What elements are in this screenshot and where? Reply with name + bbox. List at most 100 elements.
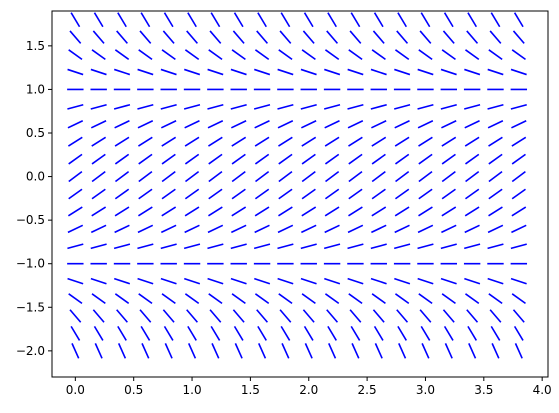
slope-segment-11-4 xyxy=(324,277,341,285)
slope-segment-16-9 xyxy=(441,188,456,200)
slope-segment-8-7 xyxy=(254,224,270,234)
slope-segment-16-1 xyxy=(443,325,454,341)
slope-segment-0-14 xyxy=(67,103,84,110)
slope-segment-3-9 xyxy=(138,188,153,200)
slope-segment-15-18 xyxy=(419,30,432,44)
slope-segment-3-3 xyxy=(138,293,153,304)
slope-segment-5-12 xyxy=(184,136,200,147)
slope-segment-15-16 xyxy=(417,68,434,76)
slope-segment-8-0 xyxy=(257,343,267,359)
slope-segment-7-3 xyxy=(231,293,246,304)
slope-segment-17-18 xyxy=(466,30,479,44)
slope-segment-16-12 xyxy=(441,136,457,147)
slope-segment-1-16 xyxy=(90,68,107,76)
y-axis: 1.5 1.0 0.5 0.0 −0.5 −1.0 −1.5 −2.0 xyxy=(16,39,52,358)
slope-segment-19-6 xyxy=(510,243,527,250)
slope-segment-14-10 xyxy=(395,171,410,183)
slope-segment-9-16 xyxy=(277,68,294,76)
slope-segment-2-3 xyxy=(114,293,130,304)
slope-segment-12-9 xyxy=(348,188,363,200)
slope-segment-3-0 xyxy=(141,343,150,359)
slope-segment-6-11 xyxy=(208,153,223,165)
y-tick-label-6: −1.5 xyxy=(16,300,45,314)
slope-segment-0-10 xyxy=(68,171,83,183)
slope-segment-5-7 xyxy=(184,224,200,234)
slope-segment-3-16 xyxy=(137,68,154,76)
slope-segment-18-2 xyxy=(489,309,502,323)
slope-segment-8-1 xyxy=(257,325,267,341)
slope-segment-1-6 xyxy=(90,243,107,250)
slope-segment-10-10 xyxy=(301,171,316,183)
slope-segment-7-11 xyxy=(231,153,246,165)
slope-segment-13-13 xyxy=(371,120,387,129)
slope-segment-11-3 xyxy=(324,293,340,304)
slope-segment-15-1 xyxy=(420,325,431,341)
slope-segment-5-10 xyxy=(184,171,200,183)
slope-segment-15-2 xyxy=(419,309,432,323)
slope-segment-6-1 xyxy=(210,325,221,341)
slope-segment-10-1 xyxy=(303,325,314,341)
slope-segment-17-10 xyxy=(465,171,480,183)
plot-frame xyxy=(51,10,549,378)
slope-segment-2-1 xyxy=(117,325,127,341)
slope-segment-10-18 xyxy=(302,30,315,44)
slope-segment-14-4 xyxy=(394,277,411,285)
slope-segment-19-8 xyxy=(511,206,527,217)
slope-segment-9-18 xyxy=(279,30,292,44)
slope-segment-15-0 xyxy=(421,343,430,359)
slope-segment-16-0 xyxy=(444,343,453,359)
slope-segment-6-13 xyxy=(207,120,224,129)
slope-segment-14-13 xyxy=(394,120,410,129)
slope-segment-2-14 xyxy=(113,103,131,110)
slope-segment-19-2 xyxy=(512,309,525,323)
slope-segment-19-0 xyxy=(514,343,523,359)
slope-segment-18-8 xyxy=(488,206,503,217)
slope-segment-1-18 xyxy=(92,30,105,44)
slope-segment-7-7 xyxy=(230,224,247,234)
slope-segment-4-4 xyxy=(160,277,177,285)
slope-segment-12-12 xyxy=(348,136,363,147)
slope-segment-10-11 xyxy=(301,153,316,165)
slope-segment-11-14 xyxy=(323,103,341,110)
slope-segment-9-17 xyxy=(278,49,293,60)
slope-segment-12-4 xyxy=(347,277,364,285)
slope-segment-4-2 xyxy=(162,309,175,323)
slope-segment-7-12 xyxy=(231,136,247,147)
slope-segment-19-3 xyxy=(511,293,526,304)
slope-segment-8-4 xyxy=(254,277,271,285)
slope-segment-18-13 xyxy=(487,120,504,129)
slope-segment-15-7 xyxy=(417,224,434,234)
slope-segment-15-13 xyxy=(417,120,434,129)
slope-segment-6-4 xyxy=(207,277,224,285)
slope-segment-1-9 xyxy=(91,188,106,200)
slope-segment-18-17 xyxy=(488,49,503,60)
slope-segment-18-7 xyxy=(487,224,504,234)
slope-segment-11-19 xyxy=(327,12,337,28)
slope-segment-12-16 xyxy=(347,68,364,76)
slope-segment-11-1 xyxy=(327,325,337,341)
slope-segment-14-0 xyxy=(398,343,407,359)
slope-segment-4-19 xyxy=(163,12,174,28)
slope-segment-19-9 xyxy=(511,188,526,200)
x-axis: 0.0 0.5 1.0 1.5 2.0 2.5 3.0 3.5 4.0 xyxy=(66,377,552,397)
slope-segment-9-7 xyxy=(277,224,294,234)
slope-segment-10-13 xyxy=(301,120,317,129)
slope-segment-3-6 xyxy=(137,243,154,250)
slope-segment-19-17 xyxy=(511,49,526,60)
slope-segment-14-7 xyxy=(394,224,410,234)
x-tick-label-1: 0.5 xyxy=(124,383,143,397)
slope-segment-9-11 xyxy=(278,153,293,165)
slope-segment-13-11 xyxy=(371,153,386,165)
slope-segment-11-2 xyxy=(326,309,339,323)
slope-segment-11-17 xyxy=(324,49,340,60)
slope-segment-2-2 xyxy=(116,309,128,323)
x-tick-label-5: 2.5 xyxy=(358,383,377,397)
slope-segment-18-14 xyxy=(487,103,504,110)
slope-segment-19-19 xyxy=(513,12,524,28)
slope-segment-11-13 xyxy=(324,120,340,129)
slope-segment-2-0 xyxy=(117,343,127,359)
slope-segment-10-4 xyxy=(300,277,317,285)
slope-segment-12-17 xyxy=(348,49,363,60)
slope-segment-2-8 xyxy=(114,206,130,217)
